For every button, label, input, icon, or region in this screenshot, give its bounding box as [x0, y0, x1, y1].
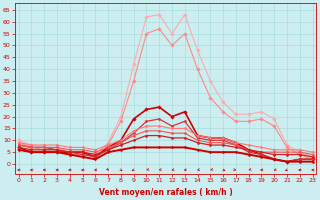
- X-axis label: Vent moyen/en rafales ( km/h ): Vent moyen/en rafales ( km/h ): [99, 188, 232, 197]
